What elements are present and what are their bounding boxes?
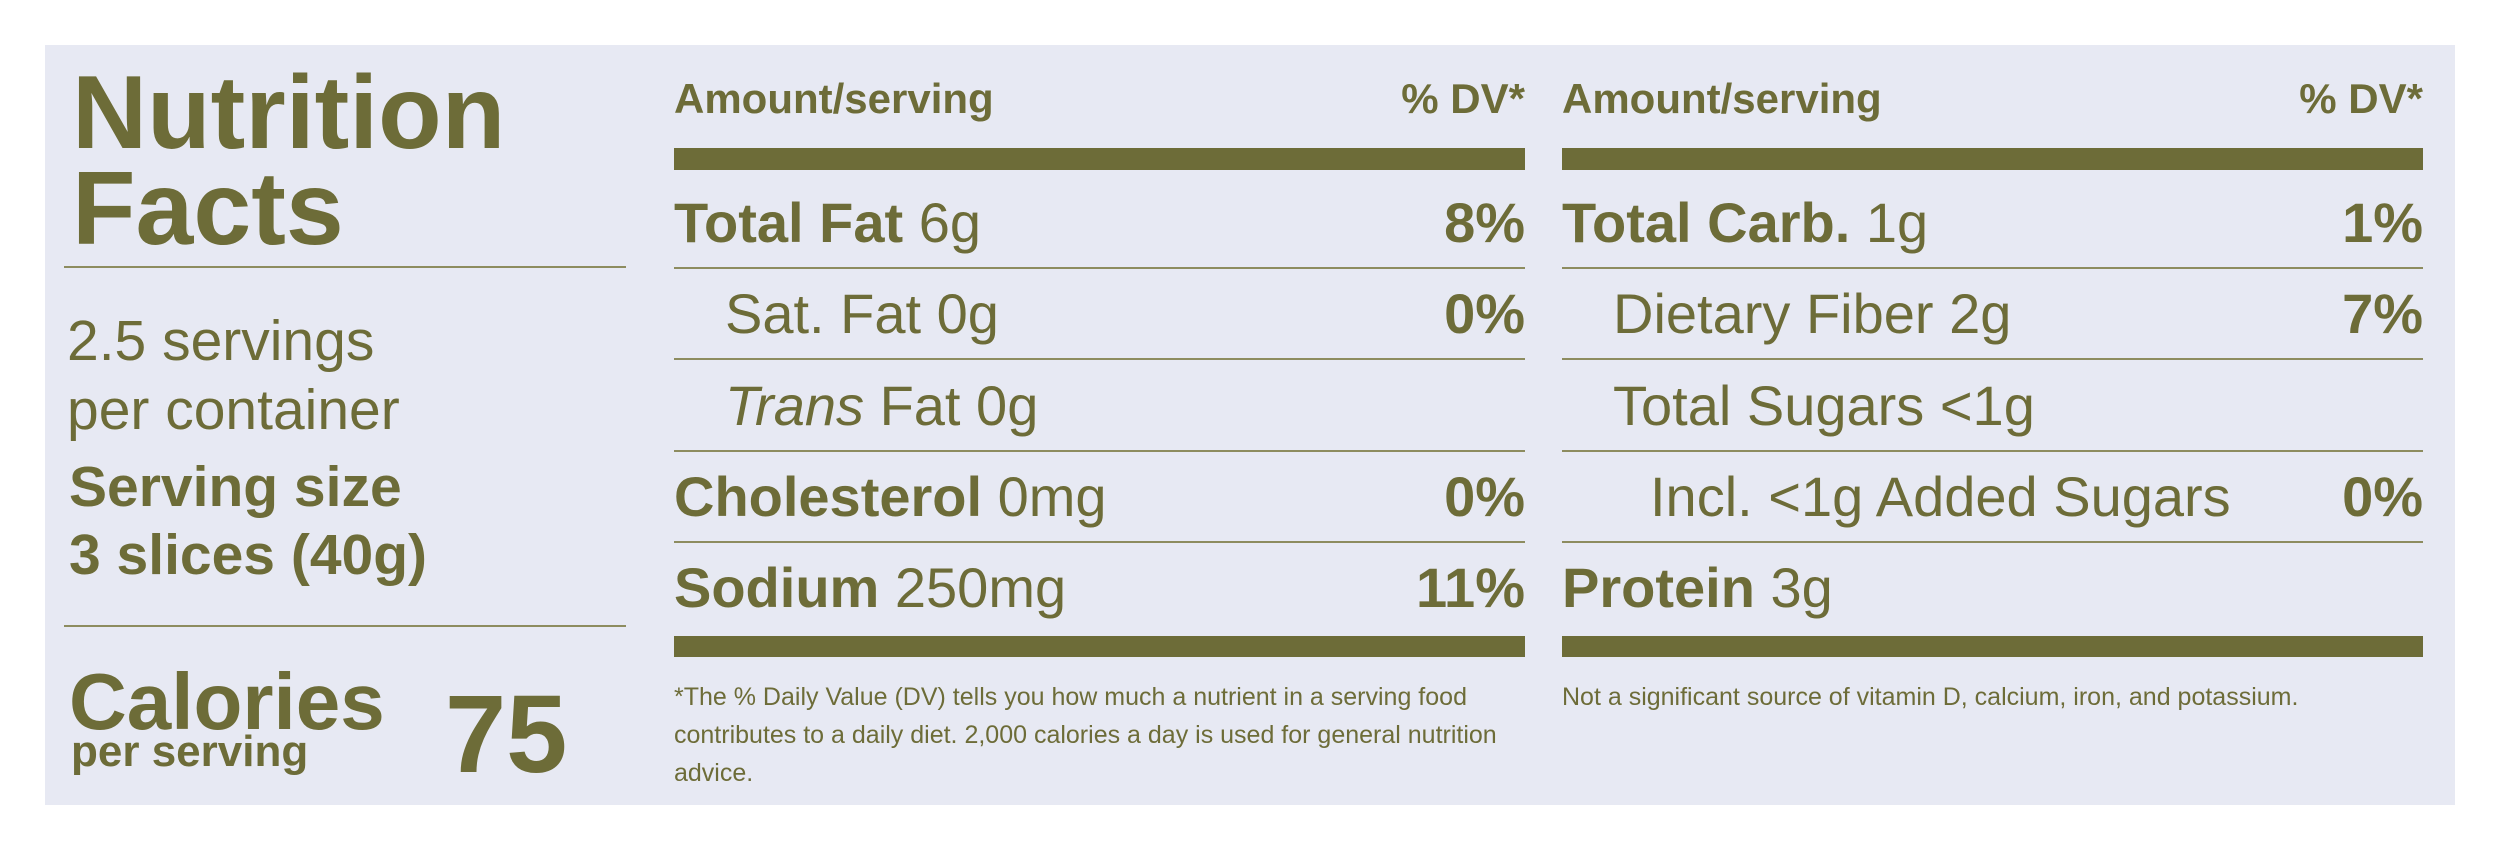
footnote: *The % Daily Value (DV) tells you how mu… [674,683,1497,787]
nutrient-name: Trans [725,373,864,437]
nutrient-row: Dietary Fiber 2g [1613,286,2011,342]
footnote: Not a significant source of vitamin D, c… [1562,683,2299,711]
daily-value: 0% [1444,464,1525,528]
nutrient-name: Sodium [674,556,880,620]
nutrient-row: Protein 3g [1562,560,1833,616]
nutrient-name: Total Fat [674,191,904,254]
nutrient-amount: <1g [1939,373,2035,437]
nutrient-row: Total Fat 6g [674,195,981,251]
thick-bar [674,636,1525,657]
row-divider [1562,449,2423,452]
servings: per container [67,378,400,442]
nutrient-name: Dietary Fiber [1613,282,1934,346]
nutrient-amount: 2g [1949,282,2012,346]
nutrient-row: Sodium 250mg [674,560,1066,616]
nutrient-amount: 0g [936,282,999,346]
nutrient-row: Cholesterol 0mg [674,468,1107,525]
row-divider [674,540,1525,543]
nutrient-amount: 0g [976,373,1039,437]
row-divider [1562,540,2423,543]
nutrient-amount: 250mg [894,556,1067,620]
column-header: Amount/serving [674,75,994,122]
daily-value: 7% [2342,282,2423,346]
nutrient-row: Trans Fat 0g [725,377,1038,434]
row-divider [1562,267,2423,269]
nutrient-name: Protein [1562,556,1755,620]
daily-value: 11% [1416,556,1525,620]
nutrient-name: Cholesterol [674,464,983,528]
row-divider [674,267,1525,269]
nutrient-name: Fat [879,373,961,437]
column-header: % DV* [1401,75,1525,122]
daily-value: 8% [1444,191,1525,254]
title: Nutrition [72,55,506,171]
calories-label: Calories [69,657,385,746]
thick-bar [674,148,1525,170]
serving-size-label: Serving size [69,455,402,519]
calories-value: 75 [445,673,568,796]
nutrient-row: Incl. <1g Added Sugars [1650,468,2231,525]
nutrient-name: Total Carb. [1562,191,1851,254]
nutrition-label: Nutrition Facts 2.5 servings per contain… [45,45,2455,805]
divider [64,266,626,268]
serving-size: 3 slices (40g) [69,523,428,587]
title: Facts [72,151,344,267]
row-divider [1562,358,2423,361]
column-header: % DV* [2299,75,2423,122]
nutrient-name: Sat. Fat [725,282,922,346]
nutrient-amount: 3g [1770,556,1833,620]
nutrient-name: Incl. <1g Added Sugars [1650,464,2231,528]
daily-value: 0% [2342,464,2423,528]
servings: 2.5 servings [67,309,375,373]
daily-value: 0% [1444,282,1525,346]
thick-bar [1562,636,2423,657]
nutrient-name: Total Sugars [1613,373,1925,437]
thick-bar [1562,148,2423,170]
nutrient-amount: 0mg [997,464,1107,528]
calories-sublabel: per serving [71,727,309,776]
row-divider [674,449,1525,452]
daily-value: 1% [2342,191,2423,254]
nutrient-amount: 6g [918,191,982,254]
divider [64,625,626,627]
row-divider [674,358,1525,361]
nutrient-row: Sat. Fat 0g [725,286,999,342]
nutrient-row: Total Carb. 1g [1562,195,1928,251]
nutrient-row: Total Sugars <1g [1613,377,2035,434]
column-header: Amount/serving [1562,75,1882,122]
nutrient-amount: 1g [1865,191,1929,254]
